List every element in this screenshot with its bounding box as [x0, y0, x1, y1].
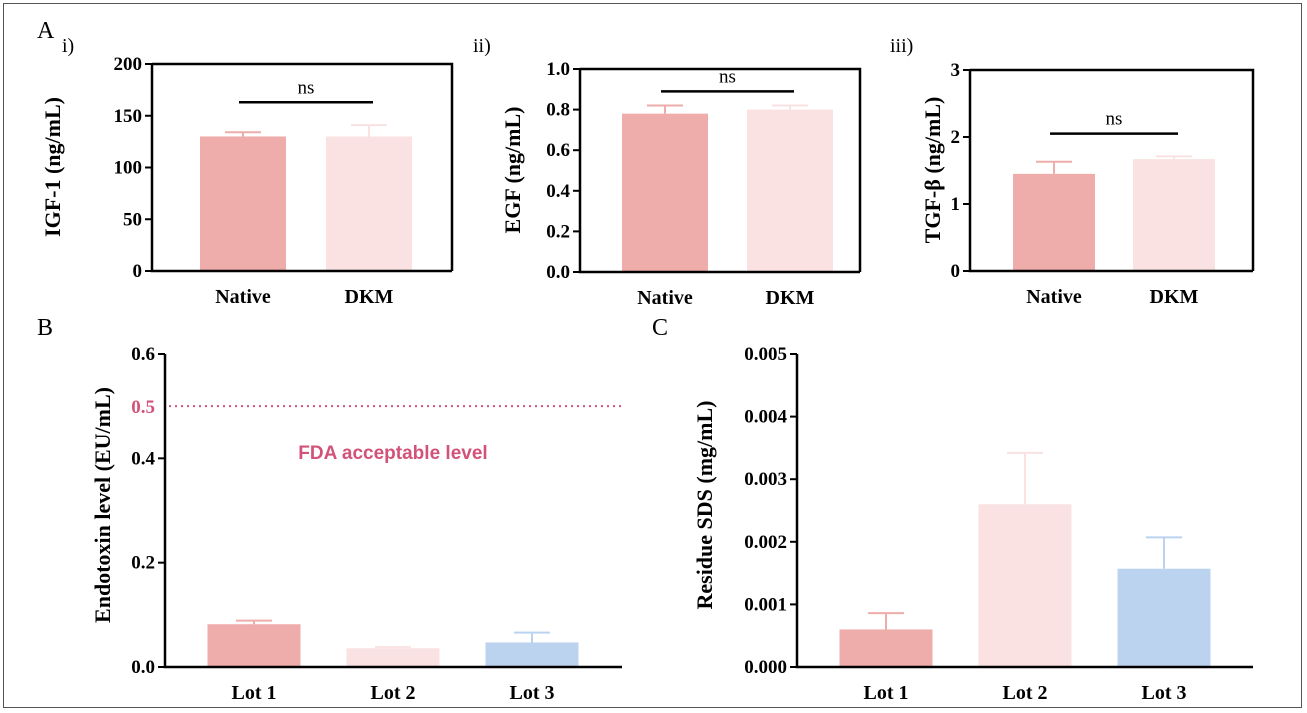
- error-bar: [647, 104, 683, 114]
- category-label: Lot 2: [1003, 682, 1048, 704]
- chart-endotoxin: Lot 1 Lot 2 Lot 3 0.0 0.2 0.4 0.6 Endotoxin lev…: [90, 344, 622, 704]
- y-tick-label: 3: [951, 60, 961, 81]
- axis-frame: [970, 68, 1255, 271]
- y-tick-label: 0.2: [131, 553, 155, 574]
- y-tick-label: 0.002: [744, 532, 787, 553]
- y-tick-label: 1: [951, 194, 961, 215]
- y-axis-label: Endotoxin level (EU/mL): [90, 387, 115, 623]
- subpanel-label-iii: iii): [890, 35, 913, 57]
- category-label: Native: [1026, 286, 1082, 308]
- bar: [1117, 568, 1211, 667]
- y-tick-label: 0.4: [546, 181, 570, 202]
- y-tick-label: 0: [133, 261, 143, 282]
- panel-label-c: C: [652, 315, 668, 341]
- error-bar: [1156, 155, 1192, 160]
- y-axis-label: TGF-β (ng/mL): [920, 97, 945, 244]
- significance-label: ns: [719, 66, 736, 87]
- error-bar: [236, 619, 272, 625]
- y-tick-label: 50: [123, 209, 142, 230]
- y-tick-label: 0.001: [744, 594, 787, 615]
- y-tick-label: 0: [951, 261, 961, 282]
- y-tick-label: 150: [114, 106, 143, 127]
- error-bar: [1146, 536, 1182, 569]
- y-tick-label: 0.004: [744, 407, 787, 428]
- reference-label: FDA acceptable level: [298, 443, 487, 464]
- y-axis-label: Residue SDS (mg/mL): [692, 400, 717, 609]
- y-tick-label: 0.4: [131, 448, 155, 469]
- y-axis-label: EGF (ng/mL): [500, 107, 525, 234]
- error-bar: [1007, 451, 1043, 505]
- y-tick-label: 1.0: [546, 59, 570, 80]
- category-label: DKM: [1150, 286, 1199, 308]
- y-tick-label: 0.2: [546, 221, 570, 242]
- chart-egf: Native DKM 0.0 0.2 0.4 0.6 0.8 1.0 EGF (ng/mL) ns: [500, 59, 862, 309]
- category-label: Lot 2: [371, 682, 416, 704]
- significance-label: ns: [1106, 109, 1123, 130]
- error-bar: [1036, 160, 1072, 174]
- bar: [747, 109, 833, 272]
- y-tick-label: 0.005: [744, 344, 787, 365]
- bar: [839, 629, 933, 667]
- category-label: Lot 3: [510, 682, 555, 704]
- error-bar: [868, 612, 904, 630]
- chart-tgf-beta: Native DKM 0 1 2 3 TGF-β (ng/mL) ns: [920, 60, 1255, 308]
- y-tick-label: 0.6: [546, 140, 570, 161]
- reference-value-label: 0.5: [131, 397, 155, 418]
- category-label: Native: [637, 287, 693, 309]
- bar: [1013, 173, 1095, 271]
- error-bar: [772, 104, 808, 110]
- chart-igf1: Native DKM 0 50 100 150 200 IGF-1 (ng/mL) ns: [40, 54, 454, 308]
- bar: [485, 642, 579, 667]
- bar: [326, 136, 412, 271]
- y-tick-label: 0.0: [546, 262, 570, 283]
- category-label: Lot 3: [1142, 682, 1187, 704]
- category-label: Native: [215, 286, 271, 308]
- y-tick-label: 0.000: [744, 657, 787, 678]
- category-label: DKM: [345, 286, 394, 308]
- error-bar: [351, 124, 387, 137]
- chart-residue-sds: Lot 1 Lot 2 Lot 3 0.000 0.001 0.002 0.003 0.004…: [692, 344, 1253, 704]
- bar: [346, 648, 440, 667]
- category-label: DKM: [766, 287, 815, 309]
- y-tick-label: 0.8: [546, 100, 570, 121]
- y-tick-label: 2: [951, 127, 961, 148]
- y-tick-label: 100: [114, 158, 143, 179]
- panel-label-b: B: [37, 315, 53, 341]
- significance-label: ns: [298, 77, 315, 98]
- error-bar: [225, 131, 261, 137]
- error-bar: [375, 646, 411, 649]
- subpanel-label-i: i): [62, 35, 74, 57]
- category-label: Lot 1: [232, 682, 277, 704]
- category-label: Lot 1: [864, 682, 909, 704]
- bar: [200, 136, 286, 271]
- bar: [978, 504, 1072, 667]
- y-tick-label: 0.003: [744, 469, 787, 490]
- bar: [622, 113, 708, 272]
- axis-lines: [163, 354, 622, 669]
- y-tick-label: 0.6: [131, 344, 155, 365]
- y-axis-label: IGF-1 (ng/mL): [40, 97, 65, 237]
- axis-frame: [580, 67, 862, 272]
- y-tick-label: 200: [114, 54, 143, 75]
- panel-label-a: A: [37, 18, 55, 44]
- bar: [1133, 159, 1215, 271]
- y-tick-label: 0.0: [131, 657, 155, 678]
- error-bar: [514, 631, 550, 643]
- axis-frame: [152, 62, 454, 271]
- bar: [207, 624, 301, 667]
- subpanel-label-ii: ii): [473, 35, 491, 57]
